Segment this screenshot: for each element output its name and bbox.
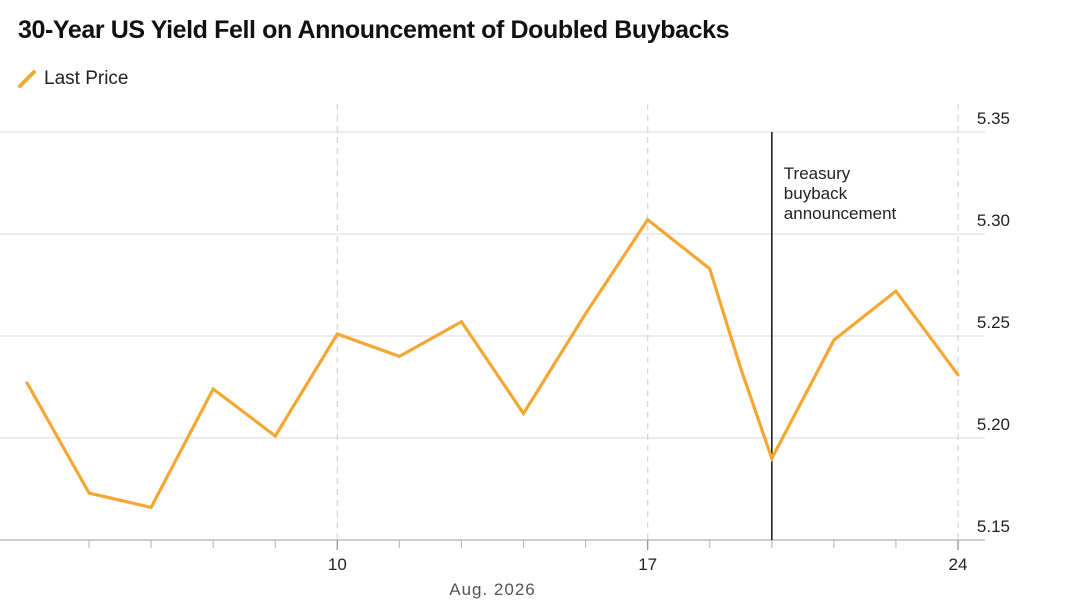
annotation-text-line: buyback	[784, 184, 848, 203]
x-axis-labels: 10 17 24	[328, 555, 968, 574]
x-axis-month-label: Aug. 2026	[449, 580, 536, 599]
legend-line-icon	[18, 70, 36, 88]
chart-title: 30-Year US Yield Fell on Announcement of…	[18, 16, 730, 44]
vertical-gridlines	[336, 104, 959, 540]
y-tick-label: 5.20	[977, 415, 1010, 434]
x-minor-ticks	[88, 540, 959, 550]
x-tick-label: 24	[949, 555, 968, 574]
horizontal-gridlines	[0, 131, 985, 541]
annotation-text-line: Treasury	[784, 164, 851, 183]
y-tick-label: 5.30	[977, 211, 1010, 230]
x-tick-label: 10	[328, 555, 347, 574]
y-axis-labels: 5.15 5.20 5.25 5.30 5.35	[977, 109, 1010, 536]
y-tick-label: 5.15	[977, 517, 1010, 536]
series-line-last-price	[25, 217, 960, 510]
annotation-text-line: announcement	[784, 204, 897, 223]
legend: Last Price	[18, 68, 128, 90]
y-tick-label: 5.35	[977, 109, 1010, 128]
y-tick-label: 5.25	[977, 313, 1010, 332]
x-tick-label: 17	[638, 555, 657, 574]
legend-label: Last Price	[44, 68, 129, 89]
